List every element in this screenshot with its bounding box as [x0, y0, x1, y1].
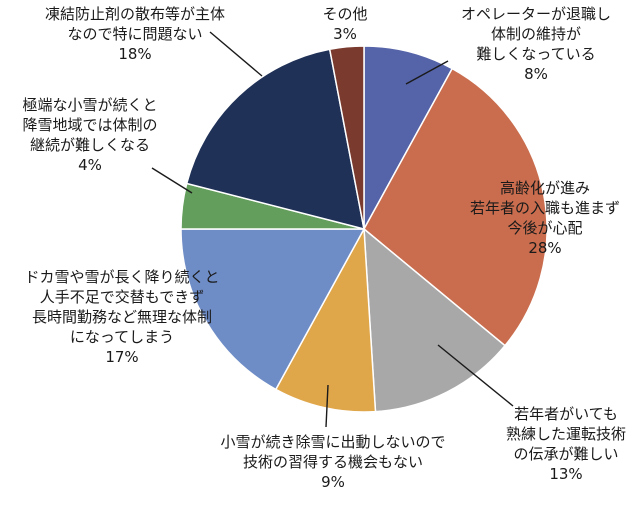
pie-slice [328, 45, 365, 230]
slice-label-line: 降雪地域では体制の [22, 116, 157, 134]
slice-label: 高齢化が進み若年者の入職も進まず今後が心配 28% [470, 179, 620, 257]
slice-label: オペレーターが退職し体制の維持が難しくなっている 8% [461, 5, 611, 83]
slice-value-label: 13% [549, 465, 582, 483]
slice-value-label: 9% [321, 473, 345, 491]
slice-label-line: になってしまう [70, 328, 174, 346]
pie-slice [185, 48, 365, 231]
slice-label-line: の伝承が難しい [513, 445, 618, 463]
slice-value-label: 28% [528, 239, 561, 257]
pie-slice [363, 45, 454, 230]
slice-value-label: 17% [105, 348, 138, 366]
slice-label: その他 3% [322, 5, 367, 43]
pie-slice [363, 227, 507, 413]
slice-label: 凍結防止剤の散布等が主体なので特に問題ない 18% [45, 5, 225, 63]
leader-line [151, 167, 193, 194]
slice-label-line: なので特に問題ない [67, 25, 202, 43]
slice-label-line: 継続が難しくなる [30, 136, 150, 154]
slice-label-line: 今後が心配 [507, 219, 582, 237]
slice-label-line: 長時間勤務など無理な体制 [32, 308, 212, 326]
pie-slices [180, 45, 548, 413]
slice-label-line: 人手不足で交替もできず [40, 288, 204, 306]
slice-label-line: 凍結防止剤の散布等が主体 [45, 5, 225, 23]
slice-label-line: オペレーターが退職し [461, 5, 611, 23]
leader-line [405, 60, 449, 85]
slice-value-label: 18% [118, 45, 151, 63]
slice-label-line: 体制の維持が [491, 25, 581, 43]
slice-value-label: 4% [78, 156, 102, 174]
slice-label-line: 若年者がいても [514, 405, 618, 423]
slice-label: ドカ雪や雪が長く降り続くと人手不足で交替もできず長時間勤務など無理な体制になって… [24, 268, 219, 366]
slice-label-line: ドカ雪や雪が長く降り続くと [24, 268, 219, 286]
pie-slice [363, 67, 548, 347]
slice-label-line: 難しくなっている [476, 45, 595, 63]
slice-label-line: 熟練した運転技術 [506, 425, 626, 443]
slice-label-line: その他 [322, 5, 367, 23]
slice-label-line: 小雪が続き除雪に出動しないので [220, 433, 445, 451]
leader-lines [151, 31, 514, 428]
pie-slice [274, 226, 377, 413]
slice-label-line: 極端な小雪が続くと [22, 96, 157, 114]
leader-line [437, 344, 514, 407]
slice-label-line: 高齢化が進み [500, 179, 590, 197]
slice-value-label: 3% [333, 25, 357, 43]
slice-label: 小雪が続き除雪に出動しないので技術の習得する機会もない 9% [220, 433, 445, 491]
slice-labels: オペレーターが退職し体制の維持が難しくなっている 8% 高齢化が進み若年者の入職も進… [22, 5, 626, 491]
slice-label: 若年者がいても熟練した運転技術の伝承が難しい 13% [506, 405, 626, 483]
leader-line [325, 384, 329, 428]
slice-label-line: 技術の習得する機会もない [243, 453, 423, 471]
slice-label-line: 若年者の入職も進まず [470, 199, 620, 217]
pie-slice [180, 228, 366, 391]
leader-line [209, 31, 263, 77]
slice-label: 極端な小雪が続くと降雪地域では体制の継続が難しくなる 4% [22, 96, 157, 174]
slice-value-label: 8% [524, 65, 548, 83]
